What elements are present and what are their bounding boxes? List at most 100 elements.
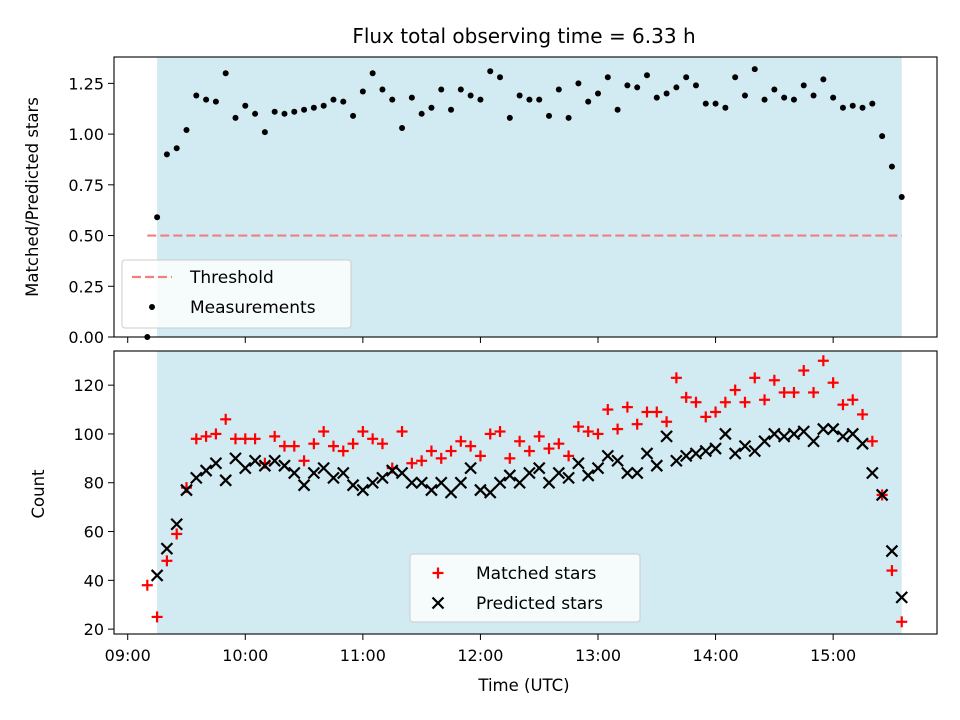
predicted-star-point-b <box>699 444 713 458</box>
x-tick-label: 14:00 <box>693 646 739 665</box>
predicted-star-point <box>523 466 536 480</box>
predicted-star-point-b <box>787 427 801 441</box>
predicted-star-point-b <box>180 483 193 497</box>
top-y-axis-label: Matched/Predicted stars <box>23 97 42 297</box>
matched-star-point <box>808 386 820 398</box>
measurement-point <box>193 92 200 99</box>
measurement-point <box>585 98 592 105</box>
matched-star-point <box>582 426 594 438</box>
predicted-star-point-b <box>474 483 487 497</box>
predicted-star-point-b <box>630 466 644 480</box>
measurement-point <box>810 92 817 99</box>
measurement-point <box>800 82 807 89</box>
matched-star-point <box>190 433 202 445</box>
predicted-star-point-b <box>660 430 673 443</box>
predicted-star-point-b <box>650 459 664 472</box>
matched-star-point <box>298 455 310 467</box>
predicted-star-point-b <box>248 454 262 468</box>
measurement-point <box>448 106 455 113</box>
matched-star-point <box>700 411 712 423</box>
predicted-star-point <box>542 476 556 490</box>
measurement-point <box>516 92 523 99</box>
measurement-point <box>232 114 239 121</box>
bottom-y-axis-label: Count <box>29 469 48 519</box>
matched-star-point <box>661 416 673 428</box>
matched-star-point <box>710 406 722 418</box>
predicted-star-point <box>885 544 899 558</box>
measurement-point <box>888 163 895 170</box>
measurement-point <box>301 106 308 113</box>
predicted-star-point-b <box>640 447 654 460</box>
measurement-point <box>741 92 748 99</box>
predicted-star-point <box>875 488 889 502</box>
predicted-star-point <box>503 469 517 482</box>
predicted-star-point-b <box>689 447 703 460</box>
measurement-point <box>761 96 768 103</box>
measurement-point <box>898 194 905 200</box>
bottom-y-tick-label: 120 <box>73 376 104 395</box>
x-tick-label: 12:00 <box>457 646 503 665</box>
measurement-point <box>751 66 758 73</box>
matched-star-point <box>621 401 633 413</box>
predicted-star-point <box>199 464 213 477</box>
predicted-star-point-b <box>748 444 762 458</box>
matched-star-point <box>327 440 339 452</box>
matched-star-point <box>494 426 506 438</box>
predicted-star-point <box>493 476 507 490</box>
matched-star-point <box>788 386 800 398</box>
matched-star-point <box>239 433 251 445</box>
x-tick-label: 13:00 <box>575 646 621 665</box>
predicted-star-point-b <box>738 439 752 453</box>
matched-star-point <box>553 438 565 450</box>
predicted-star-point <box>336 466 350 480</box>
legend-predicted-swatch <box>431 596 445 610</box>
predicted-star-point-b <box>258 459 272 472</box>
matched-star-point <box>690 396 702 408</box>
predicted-star-point <box>474 483 487 497</box>
predicted-star-point-b <box>797 425 811 438</box>
predicted-star-point <box>621 466 634 480</box>
predicted-star-point <box>660 430 673 443</box>
measurement-point <box>839 104 846 111</box>
predicted-star-point-b <box>581 469 595 482</box>
measurement-point <box>418 110 425 117</box>
measurement-point <box>457 86 464 93</box>
matched-star-point <box>347 438 359 450</box>
bottom-y-tick-label: 20 <box>84 620 104 639</box>
predicted-star-point <box>170 517 183 531</box>
predicted-star-point-b <box>287 466 301 480</box>
matched-star-point <box>719 396 731 408</box>
measurement-point <box>487 68 494 75</box>
predicted-star-point <box>728 447 742 460</box>
top-y-tick-label: 0.50 <box>68 227 104 246</box>
predicted-star-point <box>180 483 193 497</box>
predicted-star-point-b <box>895 591 909 604</box>
predicted-star-point-b <box>229 452 242 465</box>
predicted-star-point-b <box>395 466 409 480</box>
predicted-star-point-b <box>719 427 732 441</box>
matched-star-point <box>141 579 153 591</box>
matched-star-point <box>210 428 222 440</box>
predicted-star-point <box>719 427 732 441</box>
predicted-star-point <box>434 476 448 490</box>
predicted-star-point-b <box>239 461 252 475</box>
predicted-star-point-b <box>199 464 213 477</box>
predicted-star-point <box>630 466 644 480</box>
matched-star-point <box>778 386 790 398</box>
x-tick-label: 15:00 <box>810 646 856 665</box>
top-y-tick-label: 1.25 <box>68 74 104 93</box>
matched-star-point <box>318 426 330 438</box>
predicted-star-point <box>601 449 615 463</box>
predicted-star-point-b <box>679 449 693 463</box>
measurement-point <box>399 125 406 132</box>
predicted-star-point-b <box>513 476 526 490</box>
predicted-star-point-b <box>709 442 722 455</box>
predicted-star-point-b <box>885 544 899 558</box>
predicted-star-point <box>287 466 301 480</box>
matched-star-point <box>572 421 584 433</box>
predicted-star-point-b <box>807 434 820 448</box>
measurement-point <box>712 100 719 107</box>
predicted-star-point-b <box>385 464 399 477</box>
predicted-star-point <box>160 542 174 555</box>
measurement-point <box>173 145 180 152</box>
